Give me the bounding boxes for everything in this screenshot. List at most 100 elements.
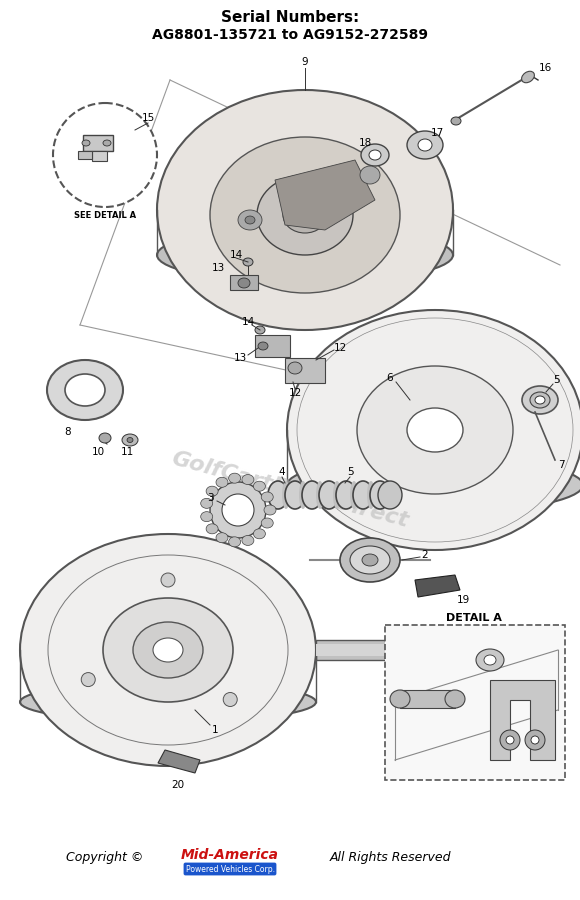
Ellipse shape: [264, 505, 276, 515]
Text: 3: 3: [206, 493, 213, 503]
Ellipse shape: [418, 139, 432, 151]
Ellipse shape: [238, 278, 250, 288]
Ellipse shape: [535, 396, 545, 404]
Text: 17: 17: [430, 128, 444, 138]
Text: 14: 14: [241, 317, 255, 327]
Ellipse shape: [506, 736, 514, 744]
Ellipse shape: [253, 482, 266, 491]
Ellipse shape: [201, 499, 213, 508]
Text: 12: 12: [288, 388, 302, 398]
Ellipse shape: [103, 140, 111, 146]
Ellipse shape: [122, 434, 138, 446]
Bar: [400, 690, 455, 708]
Text: 18: 18: [358, 138, 372, 148]
Ellipse shape: [522, 386, 558, 414]
Circle shape: [223, 692, 237, 706]
Ellipse shape: [531, 736, 539, 744]
Text: 13: 13: [233, 353, 246, 363]
Text: 6: 6: [387, 373, 393, 383]
Text: 8: 8: [65, 427, 71, 437]
Ellipse shape: [407, 408, 463, 452]
Bar: [285, 358, 325, 383]
Ellipse shape: [369, 150, 381, 160]
Ellipse shape: [340, 538, 400, 582]
Ellipse shape: [316, 481, 324, 509]
Ellipse shape: [261, 492, 273, 502]
Ellipse shape: [257, 175, 353, 255]
Text: All Rights Reserved: All Rights Reserved: [329, 851, 451, 865]
Ellipse shape: [282, 481, 290, 509]
Ellipse shape: [360, 166, 380, 184]
Ellipse shape: [47, 360, 123, 420]
Ellipse shape: [521, 71, 534, 83]
Ellipse shape: [268, 481, 288, 509]
Circle shape: [222, 494, 254, 526]
Ellipse shape: [133, 622, 203, 678]
Ellipse shape: [255, 326, 265, 334]
Text: 14: 14: [229, 250, 242, 260]
Ellipse shape: [445, 690, 465, 708]
Ellipse shape: [500, 730, 520, 750]
Ellipse shape: [407, 131, 443, 159]
Bar: [316, 640, 461, 660]
Ellipse shape: [243, 258, 253, 266]
Ellipse shape: [229, 536, 241, 547]
Ellipse shape: [283, 197, 327, 233]
Polygon shape: [158, 750, 200, 773]
Ellipse shape: [157, 90, 453, 330]
Text: 7: 7: [558, 460, 564, 470]
Ellipse shape: [378, 481, 402, 509]
Ellipse shape: [333, 481, 341, 509]
Ellipse shape: [216, 477, 228, 487]
Ellipse shape: [216, 533, 228, 543]
Circle shape: [210, 482, 266, 538]
Ellipse shape: [127, 437, 133, 443]
Text: 12: 12: [334, 343, 347, 353]
Text: 20: 20: [172, 780, 184, 790]
Ellipse shape: [245, 216, 255, 224]
Polygon shape: [275, 160, 375, 230]
Ellipse shape: [287, 310, 580, 550]
Ellipse shape: [242, 536, 254, 545]
Text: Mid-America: Mid-America: [181, 848, 279, 862]
Bar: [316, 644, 461, 656]
Ellipse shape: [238, 210, 262, 230]
Ellipse shape: [258, 342, 268, 350]
Ellipse shape: [370, 481, 390, 509]
Ellipse shape: [390, 690, 410, 708]
Bar: [83, 135, 113, 151]
Circle shape: [161, 573, 175, 587]
Text: 19: 19: [456, 595, 470, 605]
Ellipse shape: [20, 682, 316, 722]
Ellipse shape: [357, 366, 513, 494]
Polygon shape: [415, 575, 460, 597]
Ellipse shape: [229, 473, 241, 483]
Ellipse shape: [201, 512, 213, 522]
Ellipse shape: [242, 474, 254, 484]
Ellipse shape: [319, 481, 339, 509]
Text: 5: 5: [554, 375, 560, 385]
Ellipse shape: [353, 481, 373, 509]
Circle shape: [53, 103, 157, 207]
Ellipse shape: [361, 144, 389, 166]
Text: DETAIL A: DETAIL A: [446, 613, 502, 623]
Text: 10: 10: [92, 447, 104, 457]
Ellipse shape: [210, 137, 400, 293]
Text: 1: 1: [212, 725, 218, 735]
Ellipse shape: [367, 481, 375, 509]
Ellipse shape: [65, 374, 105, 406]
Bar: [255, 335, 290, 357]
Bar: [230, 275, 258, 290]
Ellipse shape: [476, 649, 504, 671]
Polygon shape: [490, 680, 555, 760]
Text: 11: 11: [121, 447, 133, 457]
Ellipse shape: [287, 457, 580, 513]
Text: 16: 16: [538, 63, 552, 73]
Ellipse shape: [20, 534, 316, 766]
Ellipse shape: [299, 481, 307, 509]
Ellipse shape: [206, 486, 218, 496]
Text: 2: 2: [422, 550, 428, 560]
Circle shape: [81, 672, 95, 687]
Ellipse shape: [103, 598, 233, 702]
Ellipse shape: [350, 481, 358, 509]
